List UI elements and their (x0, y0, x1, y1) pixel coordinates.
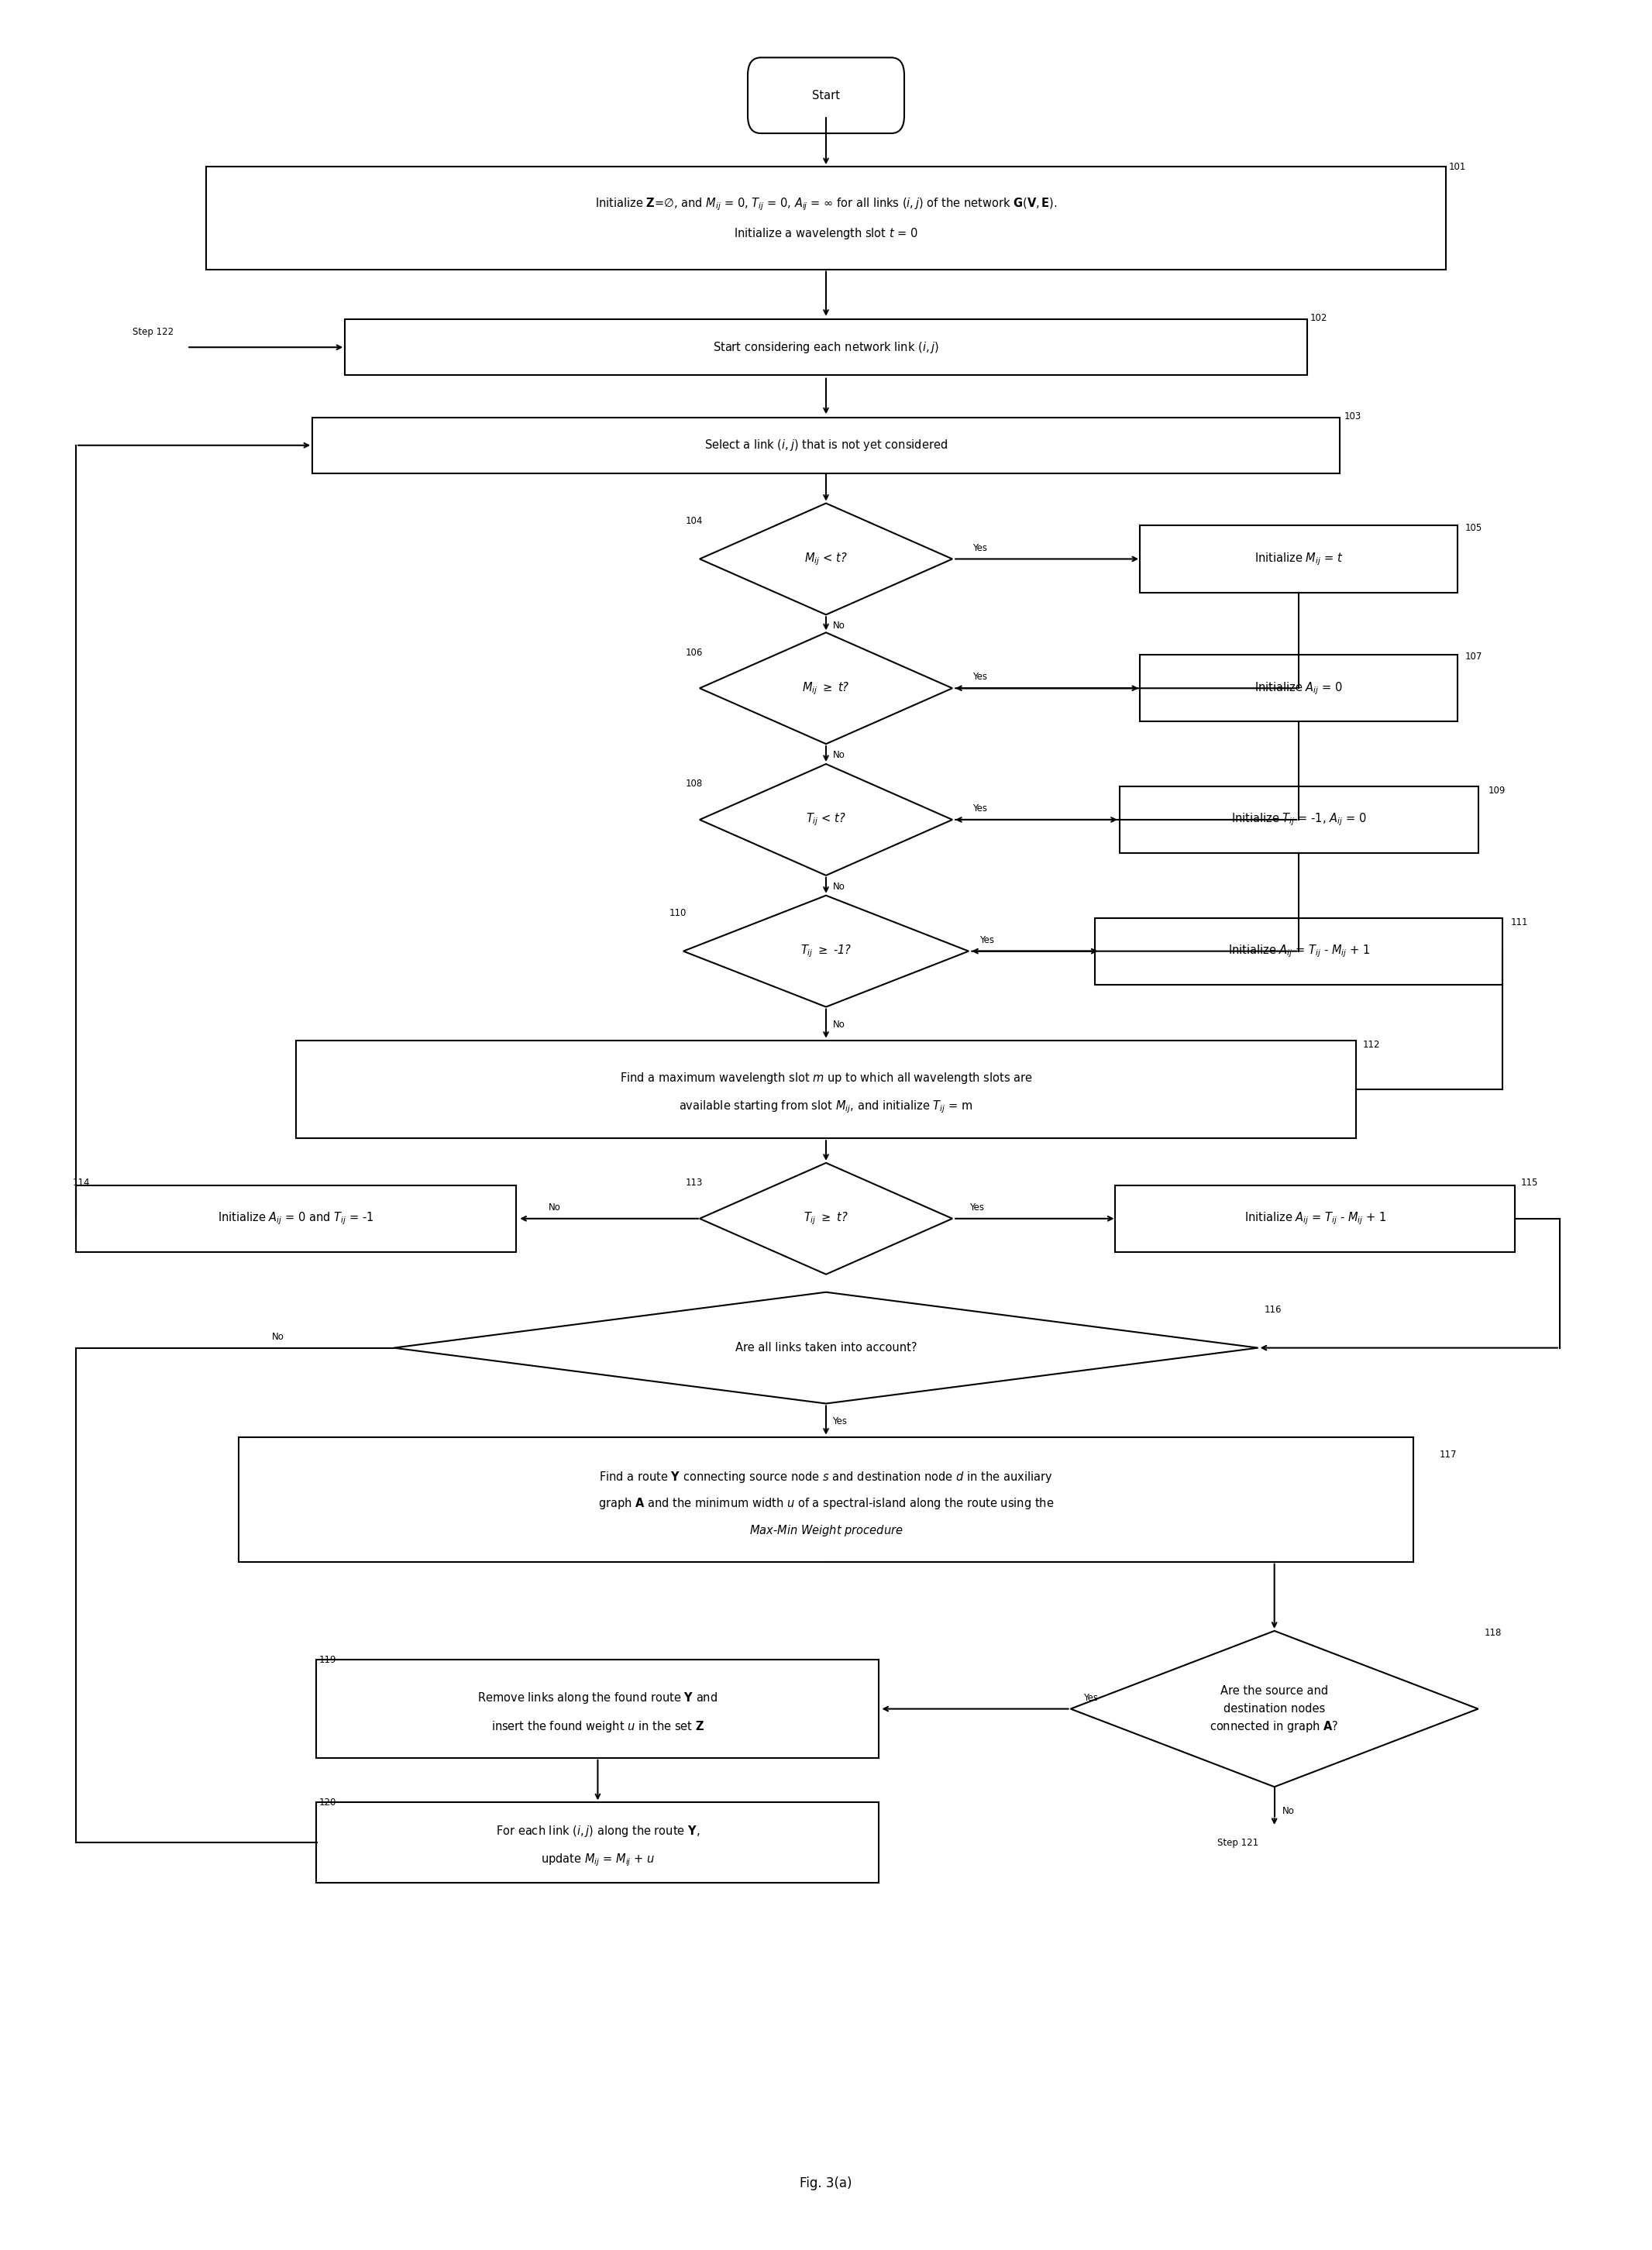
Bar (1140, 527, 1457, 592)
Text: Find a route $\mathbf{Y}$ connecting source node $s$ and destination node $d$ in: Find a route $\mathbf{Y}$ connecting sou… (600, 1469, 1052, 1485)
Polygon shape (684, 896, 968, 1008)
Text: Initialize $T_{ij}$ = -1, $A_{ij}$ = 0: Initialize $T_{ij}$ = -1, $A_{ij}$ = 0 (1231, 812, 1366, 828)
Text: 115: 115 (1520, 1179, 1538, 1188)
Text: 103: 103 (1345, 412, 1361, 421)
Text: 114: 114 (73, 1179, 91, 1188)
Text: No: No (548, 1202, 562, 1213)
Text: No: No (271, 1332, 284, 1341)
Text: Initialize $A_{ij}$ = 0 and $T_{ij}$ = -1: Initialize $A_{ij}$ = 0 and $T_{ij}$ = -… (218, 1210, 373, 1226)
Text: Yes: Yes (973, 542, 988, 554)
Bar (1115, 1186, 1515, 1251)
Text: graph $\mathbf{A}$ and the minimum width $u$ of a spectral-island along the rout: graph $\mathbf{A}$ and the minimum width… (598, 1496, 1054, 1512)
FancyBboxPatch shape (748, 58, 904, 133)
Text: Remove links along the found route $\mathbf{Y}$ and: Remove links along the found route $\mat… (477, 1690, 719, 1706)
Polygon shape (393, 1292, 1259, 1404)
Text: 109: 109 (1488, 785, 1505, 797)
Text: 112: 112 (1363, 1040, 1379, 1051)
Text: $M_{ij}$ < $t$?: $M_{ij}$ < $t$? (805, 551, 847, 567)
Polygon shape (700, 765, 952, 875)
Text: Yes: Yes (1084, 1692, 1099, 1703)
Text: 104: 104 (686, 515, 704, 527)
Text: Find a maximum wavelength slot $m$ up to which all wavelength slots are: Find a maximum wavelength slot $m$ up to… (620, 1071, 1032, 1084)
Text: Are all links taken into account?: Are all links taken into account? (735, 1341, 917, 1354)
Text: 113: 113 (686, 1179, 704, 1188)
Text: update $M_{ij}$ = $M_{ij}$ + $u$: update $M_{ij}$ = $M_{ij}$ + $u$ (540, 1852, 654, 1867)
Text: No: No (833, 882, 844, 891)
Text: Yes: Yes (973, 673, 988, 682)
Text: Yes: Yes (970, 1202, 985, 1213)
Text: 119: 119 (319, 1654, 337, 1665)
Text: Initialize $A_{ij}$ = $T_{ij}$ - $M_{ij}$ + 1: Initialize $A_{ij}$ = $T_{ij}$ - $M_{ij}… (1227, 943, 1370, 958)
Text: Start: Start (813, 90, 839, 101)
Text: Initialize $\mathbf{Z}$=$\emptyset$, and $M_{ij}$ = 0, $T_{ij}$ = 0, $A_{ij}$ = : Initialize $\mathbf{Z}$=$\emptyset$, and… (595, 196, 1057, 212)
Text: 102: 102 (1310, 313, 1328, 324)
Text: Select a link $(i, j)$ that is not yet considered: Select a link $(i, j)$ that is not yet c… (704, 439, 948, 452)
Text: 110: 110 (669, 909, 687, 918)
Text: Initialize $A_{ij}$ = 0: Initialize $A_{ij}$ = 0 (1256, 680, 1343, 695)
Text: Start considering each network link $(i, j)$: Start considering each network link $(i,… (714, 340, 938, 356)
Bar (312, 418, 1340, 473)
Text: 106: 106 (686, 648, 704, 657)
Polygon shape (700, 632, 952, 745)
Bar (76, 1186, 515, 1251)
Bar (345, 319, 1307, 376)
Text: Initialize a wavelength slot $t$ = 0: Initialize a wavelength slot $t$ = 0 (733, 227, 919, 241)
Bar (317, 1802, 879, 1883)
Text: Fig. 3(a): Fig. 3(a) (800, 2176, 852, 2192)
Text: insert the found weight $u$ in the set $\mathbf{Z}$: insert the found weight $u$ in the set $… (491, 1719, 704, 1735)
Text: Yes: Yes (833, 1415, 847, 1426)
Text: $T_{ij}$ < $t$?: $T_{ij}$ < $t$? (806, 812, 846, 828)
Polygon shape (1070, 1631, 1479, 1787)
Bar (1095, 918, 1503, 986)
Polygon shape (700, 504, 952, 614)
Text: Yes: Yes (980, 936, 995, 945)
Text: 108: 108 (686, 778, 704, 790)
Bar (240, 1438, 1412, 1561)
Polygon shape (700, 1163, 952, 1273)
Text: connected in graph $\mathbf{A}$?: connected in graph $\mathbf{A}$? (1209, 1719, 1338, 1735)
Bar (206, 166, 1446, 270)
Text: $T_{ij}$ $\geq$ -1?: $T_{ij}$ $\geq$ -1? (800, 943, 852, 958)
Text: No: No (833, 749, 844, 760)
Text: 118: 118 (1485, 1629, 1502, 1638)
Bar (317, 1660, 879, 1757)
Text: 107: 107 (1465, 652, 1482, 662)
Text: 120: 120 (319, 1798, 337, 1807)
Text: Are the source and: Are the source and (1221, 1685, 1328, 1696)
Text: Initialize $A_{ij}$ = $T_{ij}$ - $M_{ij}$ + 1: Initialize $A_{ij}$ = $T_{ij}$ - $M_{ij}… (1244, 1210, 1386, 1226)
Text: No: No (833, 621, 844, 630)
Text: No: No (833, 1019, 844, 1030)
Text: No: No (1282, 1807, 1295, 1816)
Text: 111: 111 (1512, 918, 1528, 927)
Text: $Max$-$Min$ $Weight$ $procedure$: $Max$-$Min$ $Weight$ $procedure$ (748, 1523, 904, 1539)
Bar (1120, 785, 1479, 853)
Text: $T_{ij}$ $\geq$ $t$?: $T_{ij}$ $\geq$ $t$? (805, 1210, 847, 1226)
Text: available starting from slot $M_{ij}$, and initialize $T_{ij}$ = m: available starting from slot $M_{ij}$, a… (679, 1100, 973, 1116)
Text: Yes: Yes (973, 803, 988, 815)
Text: Initialize $M_{ij}$ = $t$: Initialize $M_{ij}$ = $t$ (1254, 551, 1343, 567)
Text: 117: 117 (1439, 1449, 1457, 1460)
Text: 116: 116 (1264, 1305, 1282, 1314)
Bar (1140, 655, 1457, 722)
Text: $M_{ij}$ $\geq$ $t$?: $M_{ij}$ $\geq$ $t$? (803, 680, 849, 695)
Text: 101: 101 (1449, 162, 1467, 171)
Text: 105: 105 (1465, 522, 1482, 533)
Text: Step 122: Step 122 (132, 326, 173, 338)
Text: destination nodes: destination nodes (1224, 1703, 1325, 1714)
Text: For each link $(i, j)$ along the route $\mathbf{Y}$,: For each link $(i, j)$ along the route $… (496, 1825, 700, 1838)
Bar (296, 1040, 1356, 1138)
Text: Step 121: Step 121 (1218, 1838, 1259, 1847)
